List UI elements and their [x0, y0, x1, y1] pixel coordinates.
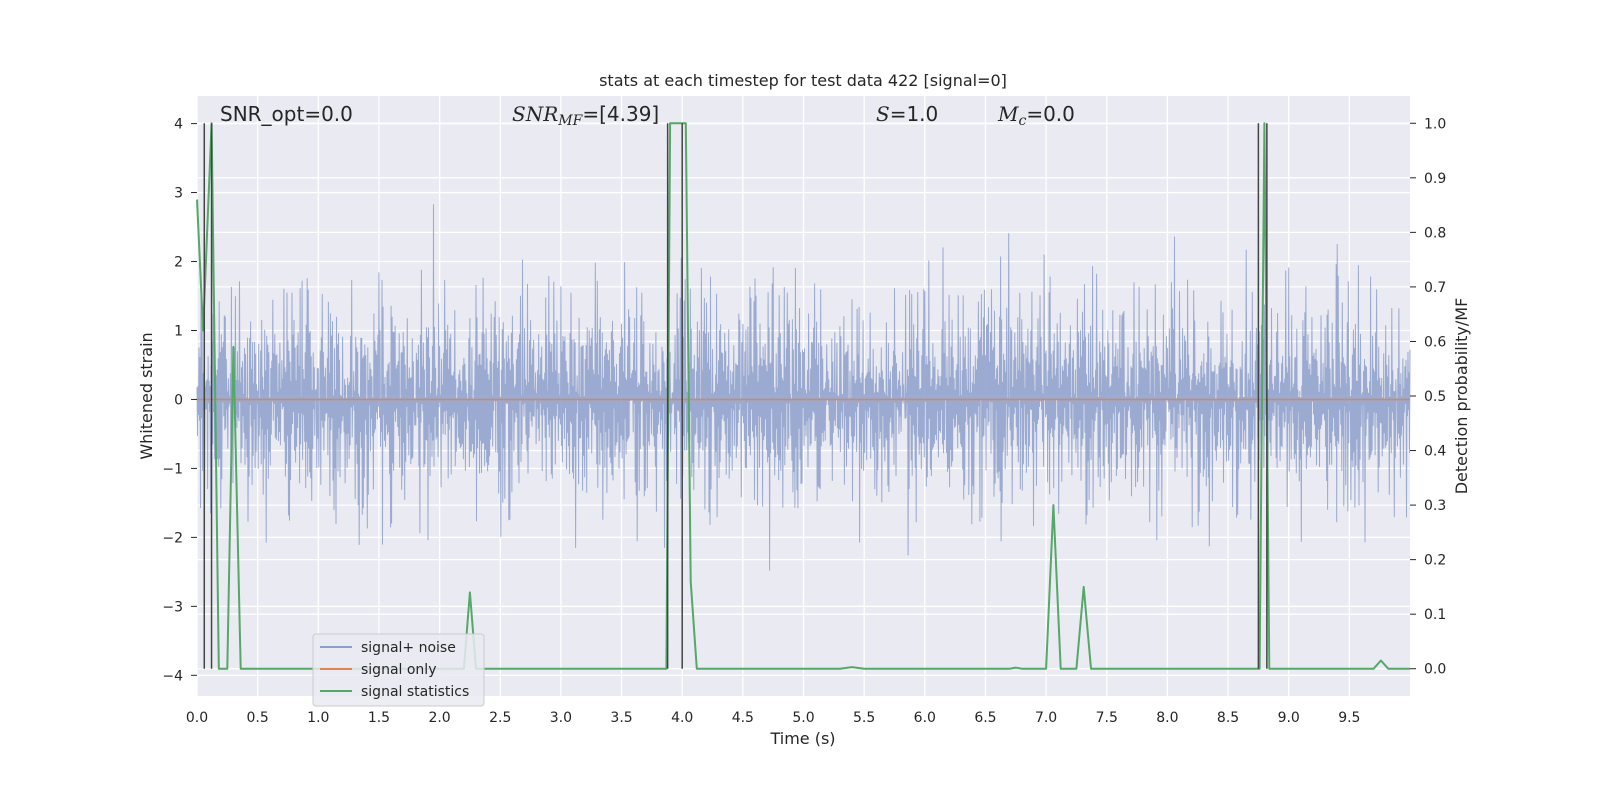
x-tick-label-15: 7.5 — [1096, 710, 1118, 726]
x-tick-label-13: 6.5 — [974, 710, 996, 726]
series-signal-noise — [196, 204, 1411, 571]
x-tick-label-11: 5.5 — [853, 710, 875, 726]
signal-noise-line — [196, 204, 1411, 571]
annotation-mc-rest: =0.0 — [1026, 102, 1075, 126]
annotation-snr-mf-rest: =[4.39] — [582, 102, 659, 126]
legend-box — [312, 633, 485, 707]
x-tick-label-17: 8.5 — [1217, 710, 1239, 726]
annotation-snr-mf: SNRMF=[4.39] — [512, 102, 659, 129]
x-tick-label-0: 0.0 — [186, 710, 208, 726]
y2-tick-label-1: 0.1 — [1424, 607, 1446, 623]
y2-tick-label-5: 0.5 — [1424, 389, 1446, 405]
y-tick-label-3: −1 — [162, 461, 183, 477]
x-tick-label-4: 2.0 — [428, 710, 450, 726]
annotation-snr-mf-sub: MF — [557, 113, 583, 129]
x-tick-label-16: 8.0 — [1156, 710, 1178, 726]
y2-tick-label-8: 0.8 — [1424, 225, 1446, 241]
x-axis-ticks: 0.0 0.5 1.0 1.5 2.0 2.5 3.0 3.5 4.0 4.5 5.0 5.5 6.0 6… — [186, 710, 1361, 726]
y-tick-label-7: 3 — [174, 186, 183, 202]
y2-axis-ticks: 0.0 0.1 0.2 0.3 0.4 0.5 0.6 0.7 0.8 0.9 1.0 — [1410, 116, 1446, 678]
y2-tick-label-0: 0.0 — [1424, 662, 1446, 678]
x-tick-label-10: 5.0 — [792, 710, 814, 726]
x-tick-label-3: 1.5 — [368, 710, 390, 726]
y2-tick-label-9: 0.9 — [1424, 171, 1446, 187]
y-tick-label-8: 4 — [174, 117, 183, 133]
x-tick-label-5: 2.5 — [489, 710, 511, 726]
annotation-snr-mf-main: SNR — [512, 102, 558, 126]
annotation-s: S=1.0 — [876, 102, 938, 126]
legend-label-signal-statistics: signal statistics — [361, 684, 469, 700]
y-tick-label-6: 2 — [174, 255, 183, 271]
x-tick-label-1: 0.5 — [247, 710, 269, 726]
y-tick-label-2: −2 — [162, 530, 183, 546]
annotation-s-main: S — [876, 102, 890, 126]
legend: signal+ noise signal only signal statist… — [312, 633, 485, 707]
x-tick-label-2: 1.0 — [307, 710, 329, 726]
x-tick-label-9: 4.5 — [732, 710, 754, 726]
y2-tick-label-2: 0.2 — [1424, 553, 1446, 569]
annotation-mc-main: M — [997, 102, 1019, 126]
annotation-s-rest: =1.0 — [890, 102, 939, 126]
y2-tick-label-6: 0.6 — [1424, 334, 1446, 350]
x-axis-label: Time (s) — [769, 729, 835, 748]
y2-tick-label-4: 0.4 — [1424, 444, 1446, 460]
x-tick-label-7: 3.5 — [610, 710, 632, 726]
annotation-mc-sub: c — [1018, 113, 1026, 129]
y-tick-label-0: −4 — [162, 668, 183, 684]
y2-tick-label-7: 0.7 — [1424, 280, 1446, 296]
y2-tick-label-3: 0.3 — [1424, 498, 1446, 514]
x-tick-label-14: 7.0 — [1035, 710, 1057, 726]
annotation-mc: Mc=0.0 — [997, 102, 1075, 129]
y-tick-label-4: 0 — [174, 392, 183, 408]
x-tick-label-18: 9.0 — [1278, 710, 1300, 726]
y-axis-label: Whitened strain — [137, 332, 156, 459]
legend-label-signal-only: signal only — [361, 662, 436, 678]
vertical-markers — [203, 123, 1268, 669]
series-lines — [196, 122, 1411, 670]
x-tick-label-8: 4.0 — [671, 710, 693, 726]
y-tick-label-5: 1 — [174, 323, 183, 339]
y2-tick-label-10: 1.0 — [1424, 116, 1446, 132]
y-axis-ticks: −4 −3 −2 −1 0 1 2 3 4 — [162, 117, 197, 684]
chart-title: stats at each timestep for test data 422… — [599, 71, 1007, 90]
y-tick-label-1: −3 — [162, 599, 183, 615]
annotation-snr-opt: SNR_opt=0.0 — [220, 102, 353, 126]
legend-label-signal-noise: signal+ noise — [361, 640, 456, 656]
x-tick-label-12: 6.0 — [914, 710, 936, 726]
y2-axis-label: Detection probability/MF — [1452, 298, 1471, 495]
x-tick-label-19: 9.5 — [1338, 710, 1360, 726]
x-tick-label-6: 3.0 — [550, 710, 572, 726]
